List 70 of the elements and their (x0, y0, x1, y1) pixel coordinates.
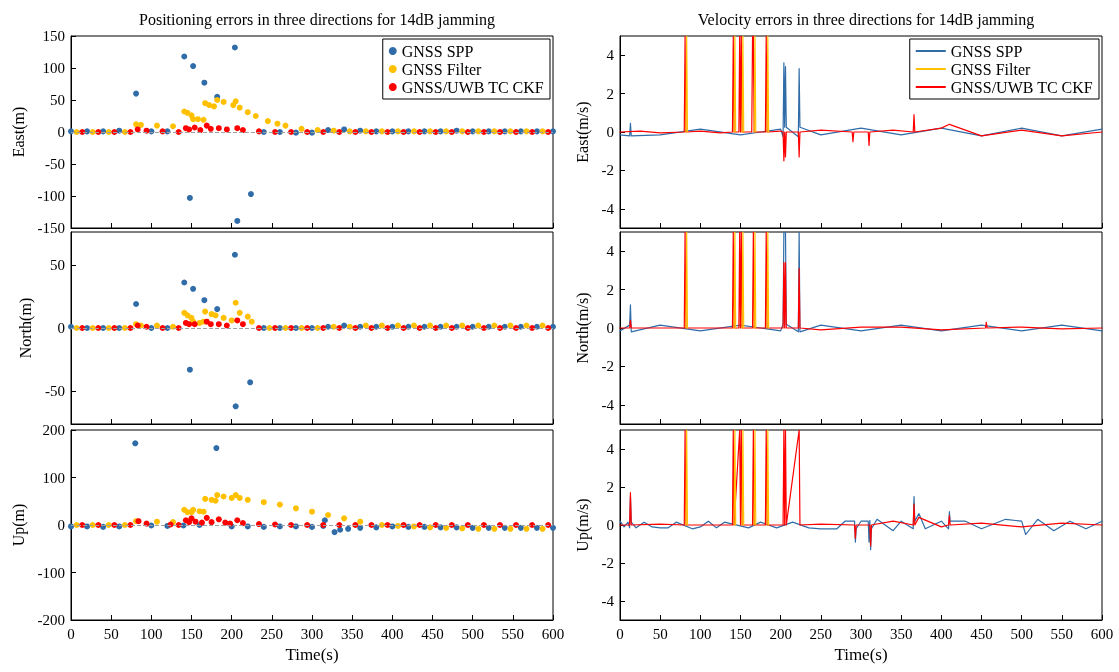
y-axis-title: North(m) (16, 297, 35, 359)
x-tick-label: 300 (849, 625, 873, 642)
y-tick-label: 150 (42, 28, 65, 44)
y-tick-label: -50 (45, 156, 65, 172)
x-tick-label: 450 (421, 625, 444, 642)
y-tick-label: 0 (57, 517, 65, 533)
legend-label: GNSS SPP (401, 42, 474, 60)
y-tick-label: 0 (57, 320, 65, 336)
x-tick-label: 150 (729, 625, 752, 642)
y-tick-label: -200 (37, 612, 65, 628)
x-tick-label: 50 (652, 625, 668, 642)
y-tick-label: 0 (606, 124, 614, 140)
y-tick-label: 2 (606, 85, 614, 102)
x-tick-label: 600 (541, 625, 565, 642)
y-tick-label: -2 (601, 358, 614, 375)
chart-title: Velocity errors in three directions for 14dB jamming (697, 10, 1035, 29)
x-tick-label: 250 (260, 625, 284, 642)
x-tick-label: 500 (1010, 625, 1033, 642)
x-tick-label: 600 (1090, 625, 1114, 642)
chart-title: Positioning errors in three directions for 14dB jamming (139, 10, 495, 29)
x-tick-label: 100 (140, 625, 163, 642)
x-tick-label: 450 (970, 625, 993, 642)
y-tick-label: 4 (606, 243, 615, 260)
y-tick-label: 50 (50, 256, 65, 273)
x-tick-label: 350 (340, 625, 364, 642)
x-tick-label: 550 (501, 625, 525, 642)
y-tick-label: -2 (601, 555, 614, 571)
x-axis-title: Time(s) (285, 645, 339, 664)
y-tick-label: -150 (37, 220, 65, 236)
x-tick-label: 350 (889, 625, 913, 642)
y-tick-label: 2 (606, 281, 614, 298)
y-tick-label: -4 (601, 593, 615, 609)
x-tick-label: 100 (689, 625, 712, 642)
y-tick-label: 0 (606, 320, 614, 336)
legend-label: GNSS Filter (401, 60, 482, 78)
y-tick-label: 100 (42, 469, 65, 486)
y-axis-title: North(m/s) (573, 292, 592, 364)
y-tick-label: 0 (57, 124, 65, 140)
x-tick-label: 150 (180, 625, 203, 642)
y-tick-label: 0 (606, 517, 614, 533)
x-axis-title: Time(s) (834, 645, 888, 664)
x-tick-label: 550 (1050, 625, 1074, 642)
y-axis-title: East(m) (10, 106, 29, 158)
y-tick-label: 2 (606, 479, 614, 495)
legend-label: GNSS SPP (950, 42, 1023, 60)
legend-label: GNSS Filter (950, 60, 1031, 78)
x-tick-label: 500 (461, 625, 484, 642)
y-tick-label: -50 (45, 383, 65, 400)
y-tick-label: 50 (50, 92, 65, 108)
legend-label: GNSS/UWB TC CKF (950, 78, 1093, 96)
y-tick-label: -4 (601, 200, 615, 217)
x-tick-label: 400 (930, 625, 953, 642)
y-axis-title: Up(m) (10, 503, 29, 547)
y-axis-title: Up(m/s) (573, 498, 592, 552)
y-axis-title: East(m/s) (573, 101, 592, 163)
y-tick-label: -100 (37, 188, 65, 204)
y-tick-label: 200 (42, 422, 65, 438)
y-tick-label: -4 (601, 396, 615, 413)
y-tick-label: 100 (42, 60, 65, 76)
x-tick-label: 250 (809, 625, 833, 642)
x-tick-label: 200 (220, 625, 243, 642)
y-tick-label: 4 (606, 441, 615, 457)
x-tick-label: 50 (103, 625, 119, 642)
y-tick-label: 4 (606, 47, 615, 64)
x-tick-label: 300 (300, 625, 324, 642)
legend-label: GNSS/UWB TC CKF (401, 78, 544, 96)
y-tick-label: -2 (601, 162, 614, 179)
x-tick-label: 200 (769, 625, 792, 642)
x-tick-label: 400 (381, 625, 404, 642)
y-tick-label: -100 (37, 564, 65, 581)
